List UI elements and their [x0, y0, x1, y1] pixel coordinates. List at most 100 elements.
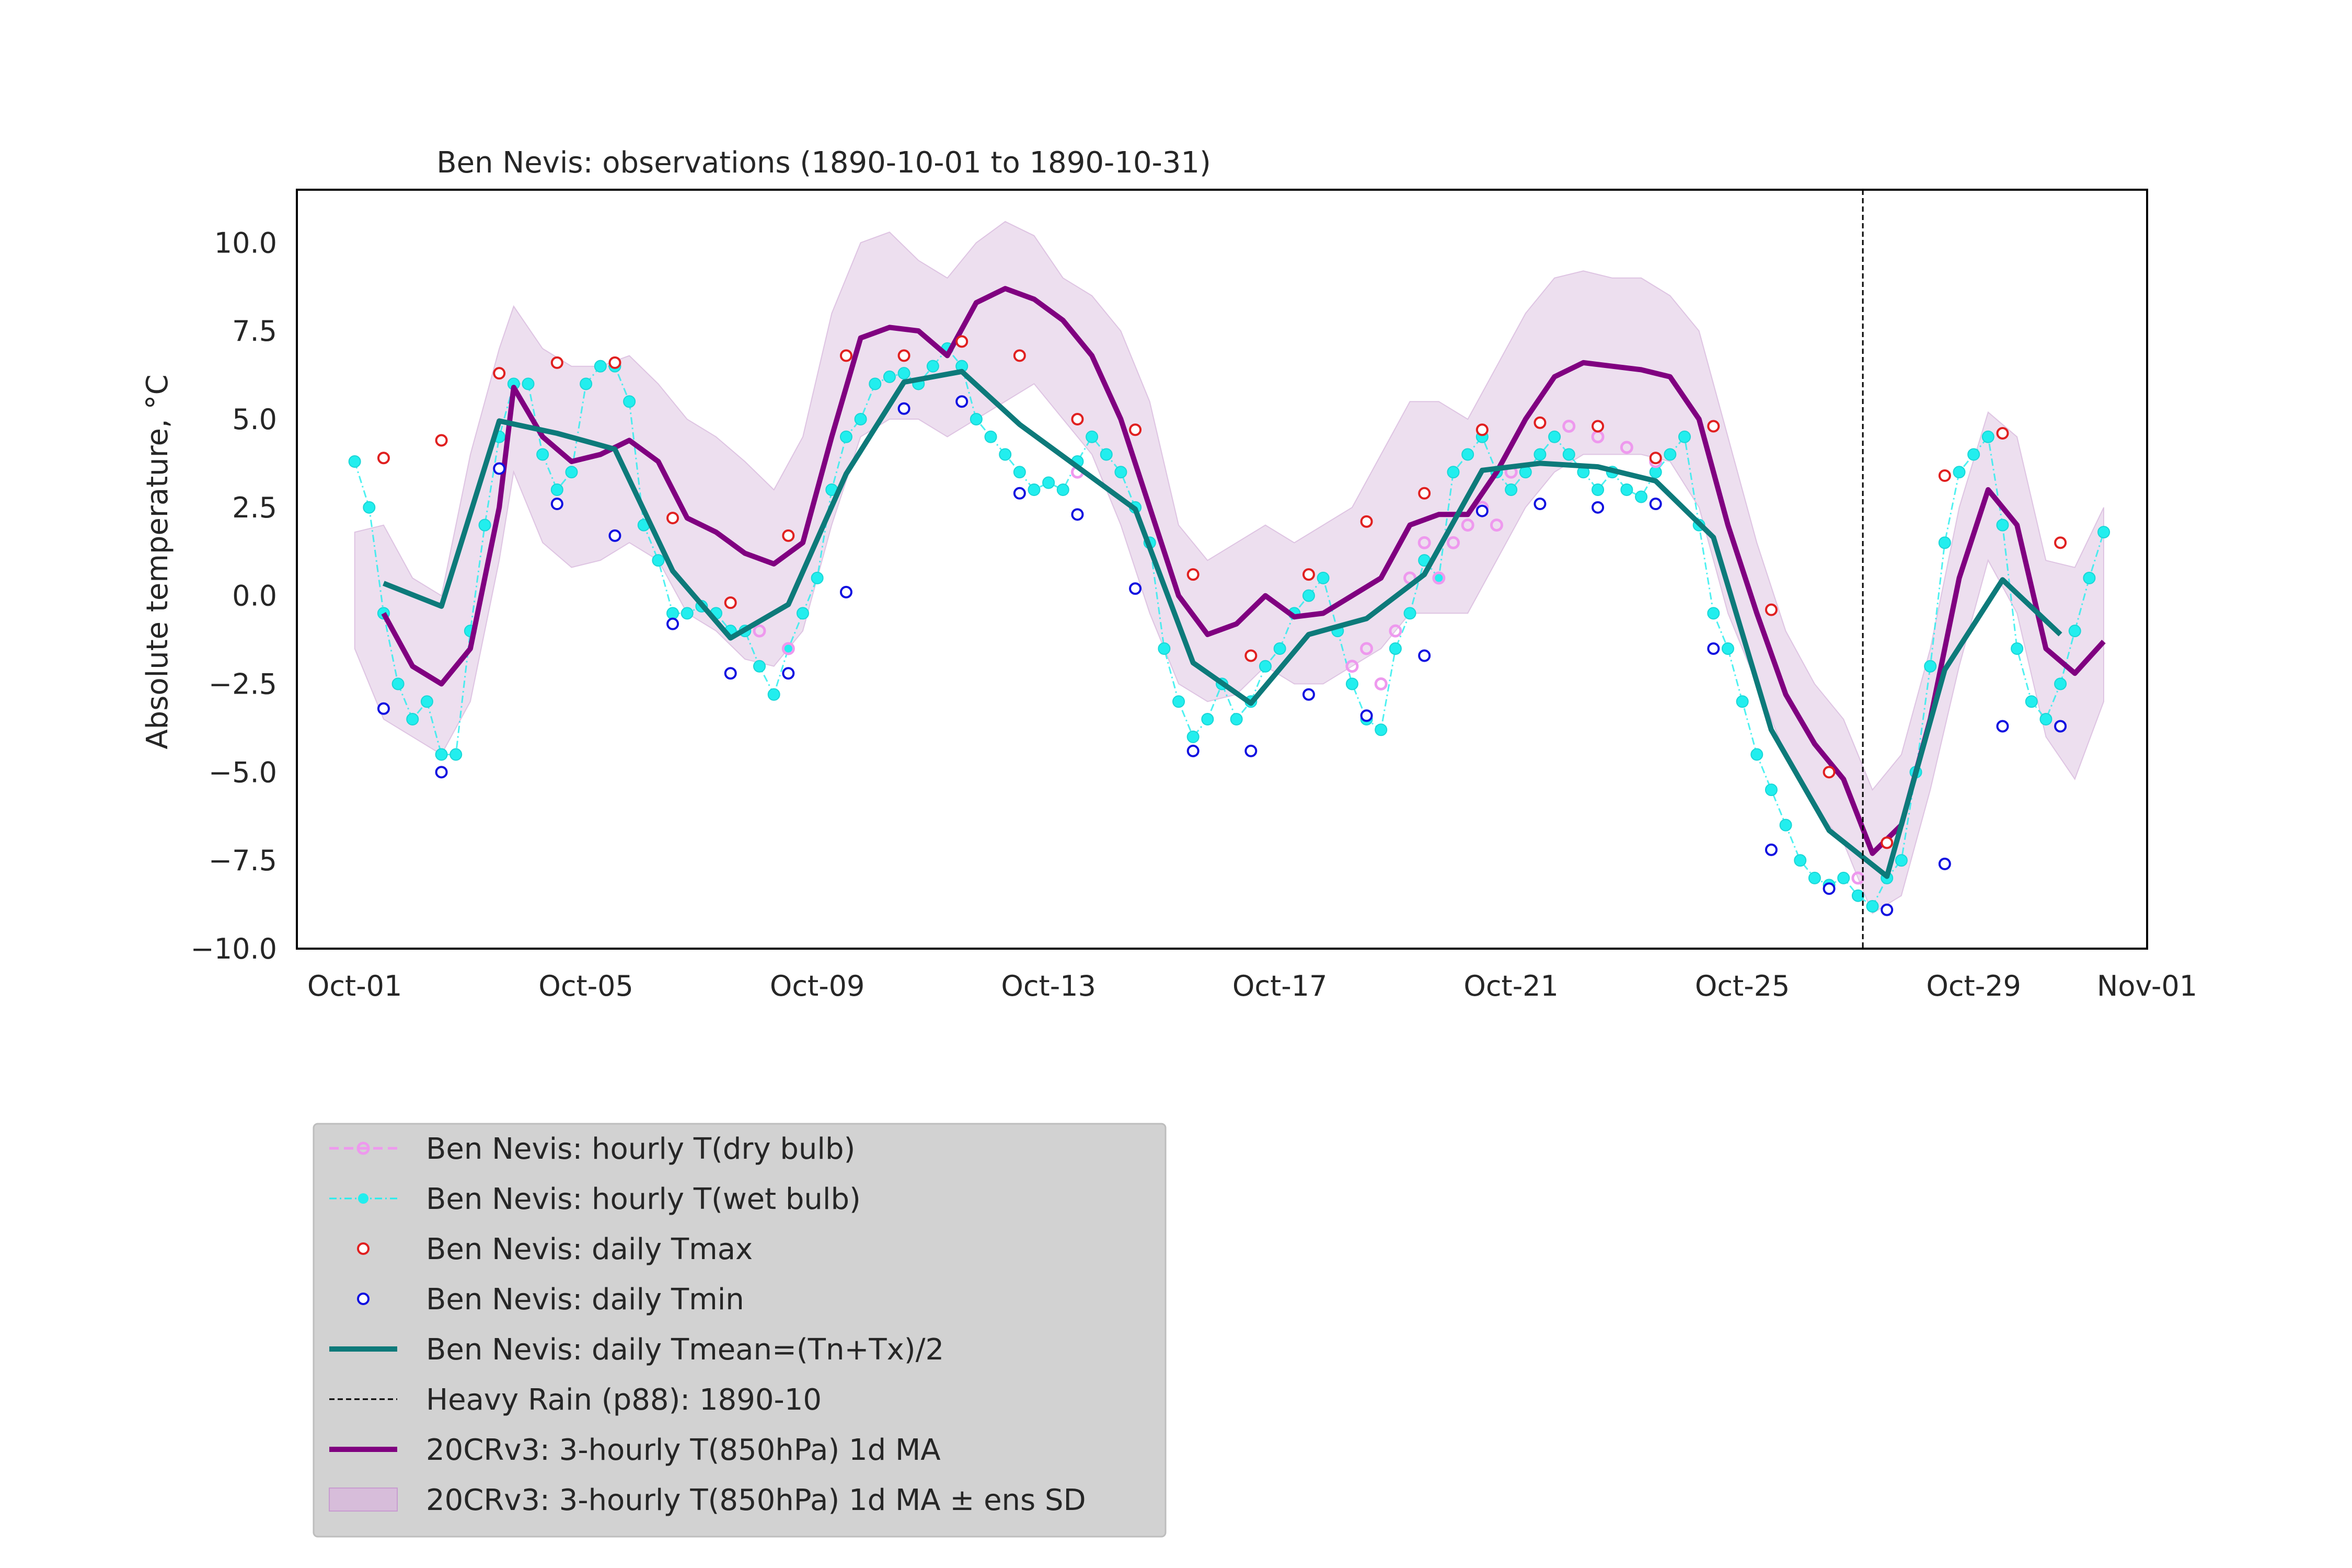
tmin-point — [435, 766, 448, 779]
x-axis-ticks: Oct-01 Oct-05 Oct-09 Oct-13 Oct-17 Oct-21 Oct-… — [307, 970, 2197, 1002]
wet-bulb-point — [1447, 466, 1460, 479]
y-tick-label: 2.5 — [232, 491, 277, 524]
wet-bulb-point — [406, 713, 419, 726]
ensemble-sd-band — [354, 221, 2104, 914]
y-tick-label: −7.5 — [209, 844, 277, 877]
tmax-point — [608, 356, 621, 369]
dry-bulb-point — [1447, 536, 1460, 549]
dry-bulb-point — [1461, 518, 1474, 532]
tmax-point — [955, 335, 969, 348]
legend-label: Ben Nevis: hourly T(dry bulb) — [426, 1132, 855, 1166]
tmax-point — [550, 356, 563, 369]
tmax-point — [1938, 469, 1951, 482]
wet-bulb-point — [897, 367, 910, 380]
tmin-point — [666, 617, 679, 630]
tmin-point — [724, 667, 737, 680]
dry-bulb-point — [1374, 677, 1388, 690]
plot-area — [348, 190, 2111, 949]
dry-bulb-point — [1389, 624, 1402, 638]
wet-bulb-point — [854, 412, 867, 425]
tmin-point — [1418, 649, 1431, 662]
tmax-point — [666, 512, 679, 525]
wet-bulb-point — [420, 695, 433, 708]
chart-title: Ben Nevis: observations (1890-10-01 to 1… — [436, 146, 1211, 180]
x-tick-label: Oct-05 — [538, 970, 633, 1002]
legend-swatch-ensemble-sd — [329, 1488, 398, 1512]
wet-bulb-point — [796, 607, 809, 620]
wet-bulb-point — [1302, 589, 1315, 602]
dry-bulb-point — [1490, 518, 1503, 532]
y-tick-label: 7.5 — [232, 315, 277, 348]
x-tick-label: Oct-21 — [1463, 970, 1559, 1002]
wet-bulb-point — [883, 370, 896, 383]
wet-bulb-point — [623, 395, 636, 408]
wet-bulb-point — [1201, 713, 1214, 726]
wet-bulb-point — [1592, 483, 1605, 497]
wet-bulb-point — [2097, 526, 2111, 539]
tmin-point — [1823, 882, 1836, 895]
wet-bulb-point — [1736, 695, 1749, 708]
tmin-point — [1360, 709, 1373, 722]
legend-label: Ben Nevis: daily Tmin — [426, 1283, 744, 1317]
wet-bulb-point — [1620, 483, 1633, 497]
wet-bulb-point — [478, 518, 491, 532]
tmax-point — [1360, 515, 1373, 528]
wet-bulb-point — [1924, 660, 1937, 673]
tmax-point — [1996, 426, 2009, 440]
legend-label: 20CRv3: 3-hourly T(850hPa) 1d MA — [426, 1433, 941, 1467]
wet-bulb-point — [2025, 695, 2038, 708]
wet-bulb-point — [435, 748, 448, 761]
dry-bulb-point — [1345, 660, 1359, 673]
tmax-point — [493, 367, 506, 380]
wet-bulb-point — [767, 688, 780, 701]
tmin-point — [1129, 582, 1142, 595]
wet-bulb-point — [970, 412, 983, 425]
tmax-point — [724, 596, 737, 609]
wet-bulb-point — [2011, 642, 2024, 655]
tmin-point — [1071, 508, 1084, 521]
wet-bulb-point — [1534, 448, 1547, 461]
x-tick-label: Oct-25 — [1695, 970, 1790, 1002]
dry-bulb-point — [1417, 536, 1431, 549]
wet-bulb-point — [1100, 448, 1113, 461]
y-tick-label: 5.0 — [232, 403, 277, 436]
tmin-point — [1534, 498, 1547, 511]
wet-bulb-point — [1056, 483, 1069, 497]
axes-frame — [296, 189, 2148, 950]
tmax-point — [1244, 649, 1258, 662]
wet-bulb-point — [1548, 430, 1561, 443]
dry-bulb-point — [781, 642, 795, 655]
wet-bulb-point — [999, 448, 1012, 461]
wet-bulb-point — [1389, 642, 1402, 655]
wet-bulb-point — [869, 377, 882, 390]
wet-bulb-point — [811, 571, 824, 584]
tmax-point — [2054, 536, 2067, 549]
legend-marker-tmax — [357, 1242, 370, 1255]
tmax-point — [1186, 568, 1200, 581]
legend-label: Ben Nevis: daily Tmean=(Tn+Tx)/2 — [426, 1333, 944, 1367]
wet-bulb-point — [2054, 677, 2067, 690]
x-tick-label: Oct-13 — [1001, 970, 1096, 1002]
wet-bulb-point — [1259, 660, 1272, 673]
wet-bulb-point — [1649, 466, 1662, 479]
tmin-point — [550, 498, 563, 511]
tmin-point — [897, 402, 910, 415]
tmin-point — [1938, 857, 1951, 870]
wet-bulb-point — [1996, 518, 2009, 532]
y-tick-label: 0.0 — [232, 580, 277, 613]
y-tick-label: −2.5 — [209, 667, 277, 700]
wet-bulb-point — [550, 483, 563, 497]
tmax-point — [1534, 416, 1547, 429]
x-tick-label: Oct-01 — [307, 970, 402, 1002]
tmean-line — [383, 368, 2062, 879]
tmax-point — [1071, 412, 1084, 425]
wet-bulb-point — [1866, 900, 1879, 913]
wet-bulb-point — [565, 466, 578, 479]
wet-bulb-point — [753, 660, 766, 673]
tmin-point — [1475, 504, 1489, 517]
legend-label: 20CRv3: 3-hourly T(850hPa) 1d MA ± ens S… — [426, 1483, 1086, 1517]
reanalysis-line — [381, 286, 2106, 856]
plot-border — [296, 189, 2148, 950]
wet-bulb-point — [1172, 695, 1185, 708]
tmin-point — [608, 529, 621, 542]
